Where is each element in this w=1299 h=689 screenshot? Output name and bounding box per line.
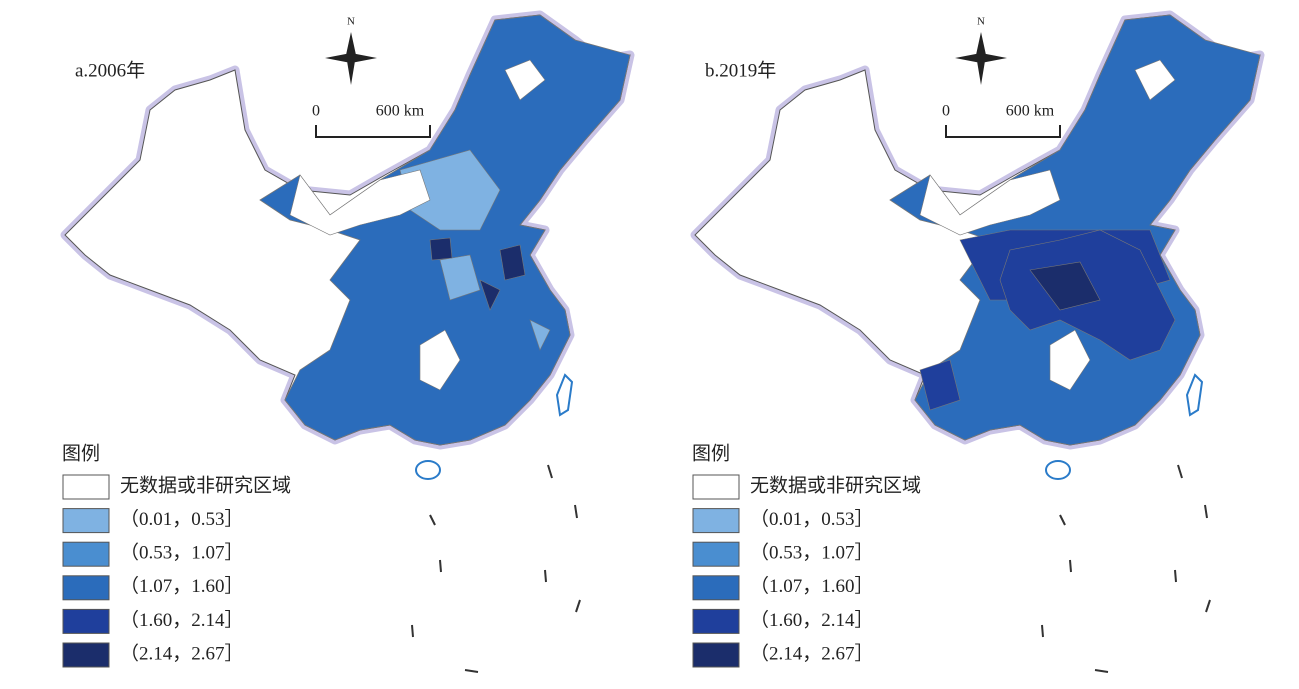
legend-label: （1.60，2.14］ <box>750 609 874 631</box>
hainan <box>1045 460 1071 480</box>
legend-swatch <box>692 575 740 601</box>
legend-swatch <box>62 541 110 567</box>
dash-boundary <box>1204 504 1208 519</box>
legend-label: （2.14，2.67］ <box>120 642 244 664</box>
region-group <box>429 237 453 261</box>
legend-title: 图例 <box>692 442 730 464</box>
region-group <box>1049 329 1091 391</box>
dash-boundary <box>1177 464 1183 479</box>
legend-swatch <box>692 541 740 567</box>
region-group <box>479 279 501 311</box>
dash-boundary <box>429 514 436 526</box>
dash-boundary <box>439 559 442 573</box>
legend-swatch <box>62 508 110 534</box>
legend-label: （0.53，1.07］ <box>750 542 874 564</box>
dash-boundary <box>1205 599 1211 613</box>
scale-start: 0 <box>312 103 320 120</box>
legend-swatch <box>62 575 110 601</box>
legend-label: 无数据或非研究区域 <box>750 474 921 496</box>
scale-bar <box>315 125 431 138</box>
dash-boundary <box>1174 569 1177 583</box>
legend-swatch <box>692 608 740 634</box>
hainan <box>415 460 441 480</box>
dash-boundary <box>411 624 414 638</box>
region-group <box>419 329 461 391</box>
legend-label: 无数据或非研究区域 <box>120 474 291 496</box>
dash-boundary <box>1094 669 1109 673</box>
region-group <box>504 59 546 101</box>
region-group <box>1134 59 1176 101</box>
legend-swatch <box>692 474 740 500</box>
legend-title: 图例 <box>62 442 100 464</box>
legend-label: （2.14，2.67］ <box>750 642 874 664</box>
legend-swatch <box>692 642 740 668</box>
region-group <box>919 359 961 411</box>
dash-boundary <box>464 669 479 673</box>
taiwan <box>1185 373 1204 417</box>
legend-swatch <box>62 608 110 634</box>
taiwan <box>555 373 574 417</box>
scale-start: 0 <box>942 103 950 120</box>
legend-swatch <box>692 508 740 534</box>
dash-boundary <box>575 599 581 613</box>
region-group <box>1029 261 1101 311</box>
region-group <box>289 169 431 236</box>
panel-title: a.2006年 <box>75 59 145 81</box>
legend-swatch <box>62 474 110 500</box>
dash-boundary <box>547 464 553 479</box>
scale-end: 600 km <box>1006 103 1055 120</box>
legend-label: （0.01，0.53］ <box>750 508 874 530</box>
north-label: N <box>347 16 355 28</box>
legend-label: （0.53，1.07］ <box>120 542 244 564</box>
region-group <box>919 169 1061 236</box>
legend-label: （1.60，2.14］ <box>120 609 244 631</box>
dash-boundary <box>574 504 578 519</box>
panel-title: b.2019年 <box>705 59 776 81</box>
legend-swatch <box>62 642 110 668</box>
scale-end: 600 km <box>376 103 425 120</box>
legend-label: （1.07，1.60］ <box>120 575 244 597</box>
compass <box>325 32 377 85</box>
region-group <box>439 254 481 301</box>
dash-boundary <box>1069 559 1072 573</box>
region-group <box>499 244 526 281</box>
scale-bar <box>945 125 1061 138</box>
compass <box>955 32 1007 85</box>
legend-label: （1.07，1.60］ <box>750 575 874 597</box>
dash-boundary <box>544 569 547 583</box>
north-label: N <box>977 16 985 28</box>
dash-boundary <box>1059 514 1066 526</box>
legend-label: （0.01，0.53］ <box>120 508 244 530</box>
dash-boundary <box>1041 624 1044 638</box>
region-group <box>529 319 551 351</box>
